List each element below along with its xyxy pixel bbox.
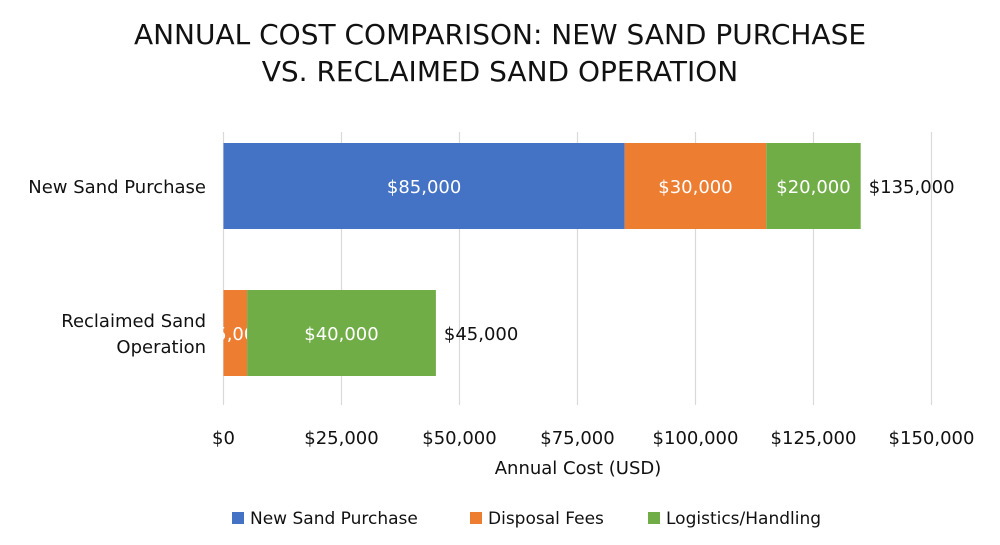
legend-label: Disposal Fees [488,509,604,529]
bar-segment [223,143,625,229]
x-tick-label: $50,000 [422,428,496,449]
x-tick-label: $25,000 [304,428,378,449]
category-label: New Sand Purchase [28,177,206,198]
bars: $85,000 $30,000 $20,000 $135,000$5,000 $40,0… [204,143,955,376]
total-label: $135,000 [869,177,955,198]
total-label: $45,000 [444,324,518,345]
data-label: $40,000 [304,324,378,345]
x-tick-label: $75,000 [540,428,614,449]
chart-title-line-1: ANNUAL COST COMPARISON: NEW SAND PURCHAS… [134,18,866,51]
legend-swatch [232,512,244,524]
legend-label: New Sand Purchase [250,509,418,529]
chart-title-line-2: VS. RECLAIMED SAND OPERATION [262,55,739,88]
legend: New Sand Purchase Disposal Fees Logistics/… [232,509,821,529]
category-label: Operation [116,337,206,358]
x-tick-label: $150,000 [889,428,975,449]
x-tick-label: $125,000 [771,428,857,449]
legend-swatch [470,512,482,524]
data-label: $30,000 [658,177,732,198]
legend-swatch [648,512,660,524]
category-label: Reclaimed Sand [61,311,206,332]
bar-segment [223,290,248,376]
x-tick-labels: $0 $25,000 $50,000 $75,000 $100,000 $125,000 $… [212,428,974,449]
x-axis-label: Annual Cost (USD) [495,458,662,479]
x-tick-label: $0 [212,428,235,449]
data-label: $85,000 [387,177,461,198]
x-tick-label: $100,000 [653,428,739,449]
bar-segment [247,290,436,376]
bar-segment [766,143,861,229]
category-labels: New Sand Purchase Reclaimed Sand Operation [28,177,206,358]
bar-segment [624,143,767,229]
legend-label: Logistics/Handling [666,509,821,529]
data-label: $20,000 [776,177,850,198]
